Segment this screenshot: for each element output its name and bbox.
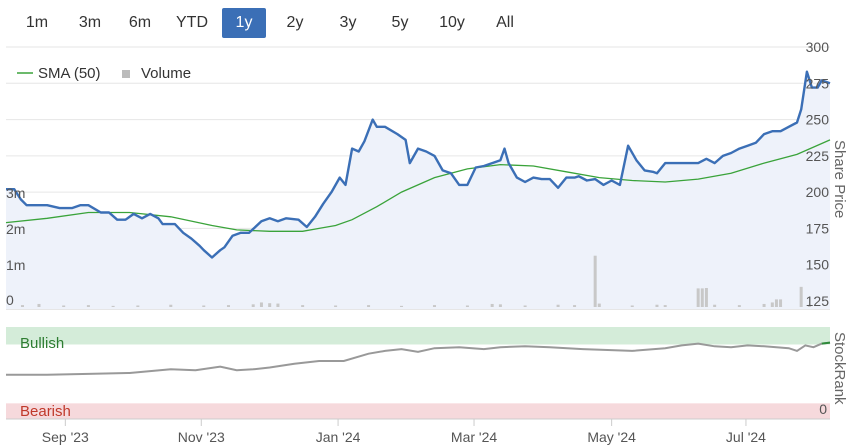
price-tick-label: 225 <box>806 148 830 164</box>
volume-bar <box>593 255 597 307</box>
share-price-line <box>6 70 831 259</box>
price-tick-label: 300 <box>806 39 830 55</box>
stockrank-bullish-line <box>821 341 831 345</box>
bearish-label: Bearish <box>20 403 71 420</box>
volume-tick-label: 0 <box>6 292 14 308</box>
stockrank-line <box>6 341 831 376</box>
x-tick-label: Jul '24 <box>726 429 766 445</box>
volume-bar <box>62 305 66 307</box>
range-button-3m[interactable]: 3m <box>78 14 102 31</box>
range-button-6m[interactable]: 6m <box>128 14 152 31</box>
volume-bar <box>37 303 41 307</box>
range-button-ytd[interactable]: YTD <box>176 14 208 31</box>
volume-bar <box>400 305 404 307</box>
price-tick-label: 175 <box>806 220 830 236</box>
price-tick-label: 275 <box>806 75 830 91</box>
volume-bar <box>268 303 272 307</box>
stockrank-axis-title: StockRank <box>831 332 848 405</box>
legend-volume-label: Volume <box>141 65 191 82</box>
volume-bar <box>498 304 502 307</box>
stockrank-tick-label: 0 <box>819 401 827 417</box>
volume-bar <box>556 304 560 307</box>
volume-bar <box>169 304 173 307</box>
range-button-2y[interactable]: 2y <box>286 14 304 31</box>
price-area <box>6 71 830 309</box>
volume-bar <box>202 305 206 307</box>
volume-bar <box>597 303 601 307</box>
volume-bar <box>226 305 230 307</box>
range-button-10y[interactable]: 10y <box>439 14 465 31</box>
volume-bar <box>663 305 667 307</box>
volume-bar <box>86 305 90 307</box>
x-tick-label: Jan '24 <box>316 429 361 445</box>
range-button-1m[interactable]: 1m <box>25 14 49 31</box>
volume-bar <box>465 305 469 307</box>
bullish-label: Bullish <box>20 335 64 352</box>
volume-bar <box>573 305 577 307</box>
volume-bar <box>770 302 774 307</box>
volume-bar <box>301 305 305 307</box>
volume-bar <box>779 299 783 307</box>
volume-bar <box>704 288 708 307</box>
volume-bar <box>762 303 766 307</box>
volume-bar <box>367 305 371 307</box>
x-tick-label: May '24 <box>587 429 636 445</box>
x-tick-label: Mar '24 <box>451 429 497 445</box>
volume-bar <box>713 304 717 307</box>
sma-line <box>5 139 831 232</box>
volume-bar <box>737 305 741 307</box>
volume-bar <box>655 304 659 307</box>
volume-bar <box>251 304 255 307</box>
range-selector: 1m 3m 6m YTD 1y 2y 3y 5y 10y All <box>0 5 540 39</box>
bearish-zone <box>6 403 830 419</box>
range-button-1y[interactable]: 1y <box>222 8 266 38</box>
volume-bar <box>700 288 704 307</box>
legend-volume-swatch <box>122 70 130 78</box>
volume-bar <box>276 303 280 307</box>
volume-bar <box>20 305 24 307</box>
price-tick-label: 125 <box>806 293 830 309</box>
x-tick-label: Nov '23 <box>178 429 225 445</box>
volume-bar <box>334 305 338 307</box>
volume-bar <box>259 302 263 307</box>
volume-bar <box>774 299 778 307</box>
volume-tick-label: 1m <box>6 257 25 273</box>
volume-bar <box>799 286 803 307</box>
range-button-all[interactable]: All <box>496 14 514 31</box>
volume-bar <box>432 305 436 307</box>
volume-tick-label: 2m <box>6 221 25 237</box>
share-price-axis-title: Share Price <box>831 140 848 218</box>
bullish-zone <box>6 327 830 345</box>
volume-bar <box>696 288 700 307</box>
volume-bar <box>807 304 811 307</box>
volume-bar <box>523 305 527 307</box>
volume-bar <box>136 305 140 307</box>
volume-bar <box>630 305 634 307</box>
x-tick-label: Sep '23 <box>42 429 89 445</box>
legend-sma-label: SMA (50) <box>38 65 101 82</box>
volume-bar <box>111 305 115 307</box>
volume-bar <box>490 303 494 307</box>
range-button-5y[interactable]: 5y <box>391 14 409 31</box>
range-button-3y[interactable]: 3y <box>339 14 357 31</box>
price-tick-label: 200 <box>806 184 830 200</box>
price-tick-label: 250 <box>806 112 830 128</box>
price-tick-label: 150 <box>806 257 830 273</box>
volume-tick-label: 3m <box>6 185 25 201</box>
